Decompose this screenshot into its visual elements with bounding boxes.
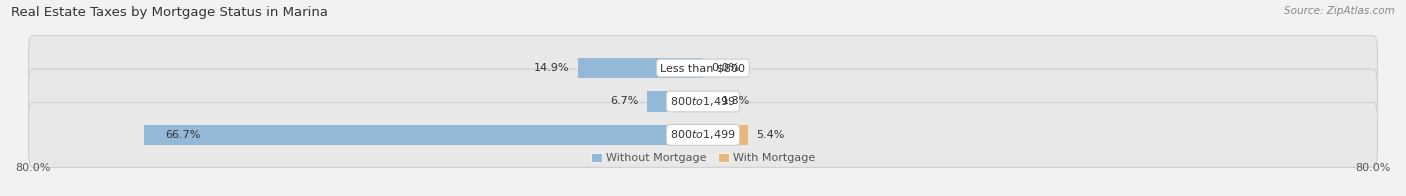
Text: 1.3%: 1.3% <box>723 96 751 106</box>
Text: Source: ZipAtlas.com: Source: ZipAtlas.com <box>1284 6 1395 16</box>
FancyBboxPatch shape <box>28 103 1378 167</box>
Text: 14.9%: 14.9% <box>534 63 569 73</box>
Bar <box>647 91 703 112</box>
Text: $800 to $1,499: $800 to $1,499 <box>671 95 735 108</box>
Bar <box>145 124 703 145</box>
Text: Real Estate Taxes by Mortgage Status in Marina: Real Estate Taxes by Mortgage Status in … <box>11 6 328 19</box>
Text: Less than $800: Less than $800 <box>661 63 745 73</box>
Text: $800 to $1,499: $800 to $1,499 <box>671 128 735 142</box>
FancyBboxPatch shape <box>28 36 1378 101</box>
Bar <box>703 124 748 145</box>
Text: 66.7%: 66.7% <box>165 130 201 140</box>
Bar <box>703 91 714 112</box>
Text: 0.0%: 0.0% <box>711 63 740 73</box>
Bar <box>578 58 703 78</box>
FancyBboxPatch shape <box>28 69 1378 134</box>
Text: 5.4%: 5.4% <box>756 130 785 140</box>
Legend: Without Mortgage, With Mortgage: Without Mortgage, With Mortgage <box>591 153 815 163</box>
Text: 6.7%: 6.7% <box>610 96 638 106</box>
